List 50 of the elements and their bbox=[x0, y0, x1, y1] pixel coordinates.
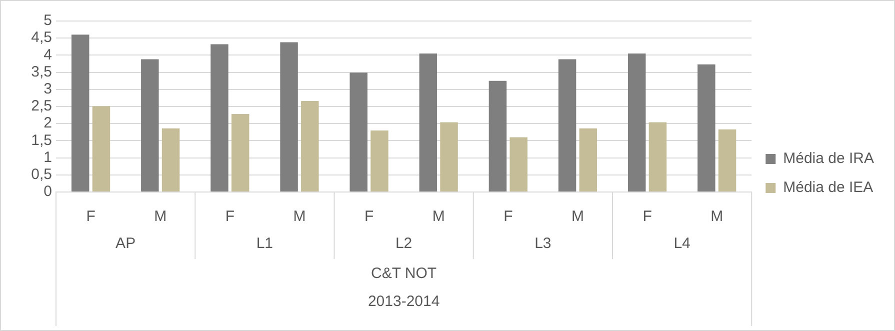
bar bbox=[419, 53, 438, 192]
bar bbox=[718, 129, 736, 192]
bar bbox=[141, 59, 159, 192]
x-tick-label: M bbox=[432, 208, 445, 226]
y-tick-label: 3,5 bbox=[31, 63, 52, 80]
y-tick-label: 0,5 bbox=[31, 166, 52, 184]
y-tick-label: 3 bbox=[44, 80, 52, 98]
x-tick-label: F bbox=[504, 208, 513, 226]
text: L2 bbox=[395, 235, 412, 252]
y-tick-label: 4 bbox=[44, 46, 52, 64]
y-tick-label: 1 bbox=[44, 148, 52, 166]
bar bbox=[628, 53, 646, 192]
bar bbox=[648, 122, 667, 192]
bar bbox=[510, 137, 528, 192]
bar bbox=[92, 106, 110, 192]
x-tick-label: F bbox=[225, 208, 234, 226]
bar bbox=[231, 114, 250, 192]
bar bbox=[488, 80, 507, 192]
text: 2013-2014 bbox=[368, 293, 440, 310]
text: AP bbox=[116, 235, 136, 252]
x-tick-label: M bbox=[293, 208, 306, 226]
y-tick-label: 5 bbox=[44, 12, 52, 30]
bar bbox=[301, 101, 319, 192]
bar bbox=[579, 128, 598, 192]
text: L3 bbox=[534, 235, 552, 252]
x-tick-label: M bbox=[154, 208, 167, 226]
text: C&T NOT bbox=[371, 265, 437, 282]
legend-label: Média de IRA bbox=[783, 150, 874, 168]
x-tick-label: M bbox=[571, 208, 584, 226]
x-tick-label: F bbox=[364, 208, 374, 226]
bar bbox=[350, 72, 368, 192]
bar bbox=[210, 44, 228, 192]
y-tick-label: 2,5 bbox=[31, 98, 52, 115]
x-tick-label: F bbox=[86, 208, 96, 226]
bar bbox=[558, 59, 576, 192]
bar bbox=[698, 64, 716, 192]
text: L1 bbox=[256, 235, 274, 252]
y-tick-label: 4,5 bbox=[31, 29, 52, 46]
bar bbox=[280, 42, 298, 192]
bar bbox=[370, 130, 388, 192]
y-tick-label: 2 bbox=[44, 114, 52, 132]
text: L4 bbox=[674, 235, 690, 252]
y-tick-label: 1,5 bbox=[31, 132, 52, 149]
bar bbox=[162, 128, 180, 192]
x-tick-label: M bbox=[710, 208, 724, 226]
y-tick-label: 0 bbox=[44, 183, 52, 200]
legend-label: Média de IEA bbox=[783, 179, 874, 196]
x-tick-label: F bbox=[642, 208, 652, 226]
bar bbox=[71, 34, 90, 192]
bar bbox=[440, 122, 458, 192]
